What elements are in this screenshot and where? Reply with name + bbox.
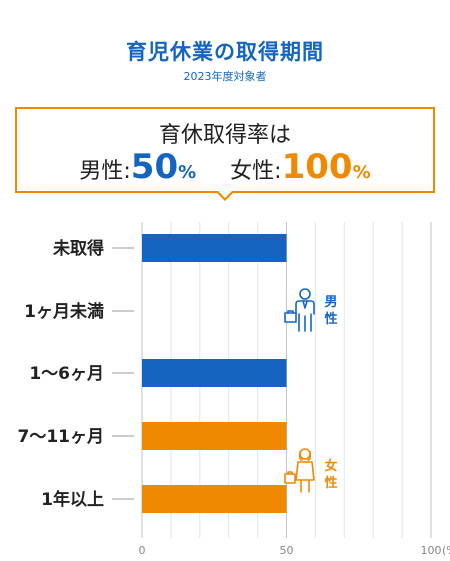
male-rate-percent: % xyxy=(178,162,197,183)
bar xyxy=(142,359,287,387)
category-label: 7〜11ヶ月 xyxy=(18,427,105,447)
chart-subtitle: 2023年度対象者 xyxy=(183,70,267,83)
callout-heading: 育休取得率は xyxy=(158,123,291,148)
chart-title: 育児休業の取得期間 xyxy=(126,40,324,64)
legend-label: 男性 xyxy=(324,295,337,327)
category-label: 1〜6ヶ月 xyxy=(29,364,104,384)
category-label: 1年以上 xyxy=(41,489,104,510)
x-tick-label: 50 xyxy=(280,544,294,557)
female-rate-label: 女性: xyxy=(230,159,282,184)
bar xyxy=(142,485,287,513)
x-axis-unit: (%) xyxy=(442,544,450,557)
bar xyxy=(142,422,287,450)
x-tick-label: 0 xyxy=(139,544,146,557)
bar xyxy=(142,234,287,262)
x-tick-label: 100 xyxy=(421,544,442,557)
businessman-icon xyxy=(284,288,315,332)
category-label: 未取得 xyxy=(52,238,104,259)
male-rate-value: 50 xyxy=(130,147,179,187)
summary-callout: 育休取得率は 男性:50% 女性:100% xyxy=(15,107,435,193)
category-label: 1ヶ月未満 xyxy=(24,301,104,322)
businesswoman-icon xyxy=(284,448,315,493)
female-rate-percent: % xyxy=(352,162,371,183)
legend-label: 女性 xyxy=(324,458,337,491)
male-rate-label: 男性: xyxy=(79,159,131,184)
female-rate-value: 100 xyxy=(281,147,353,187)
callout-rates: 男性:50% 女性:100% xyxy=(17,147,433,187)
